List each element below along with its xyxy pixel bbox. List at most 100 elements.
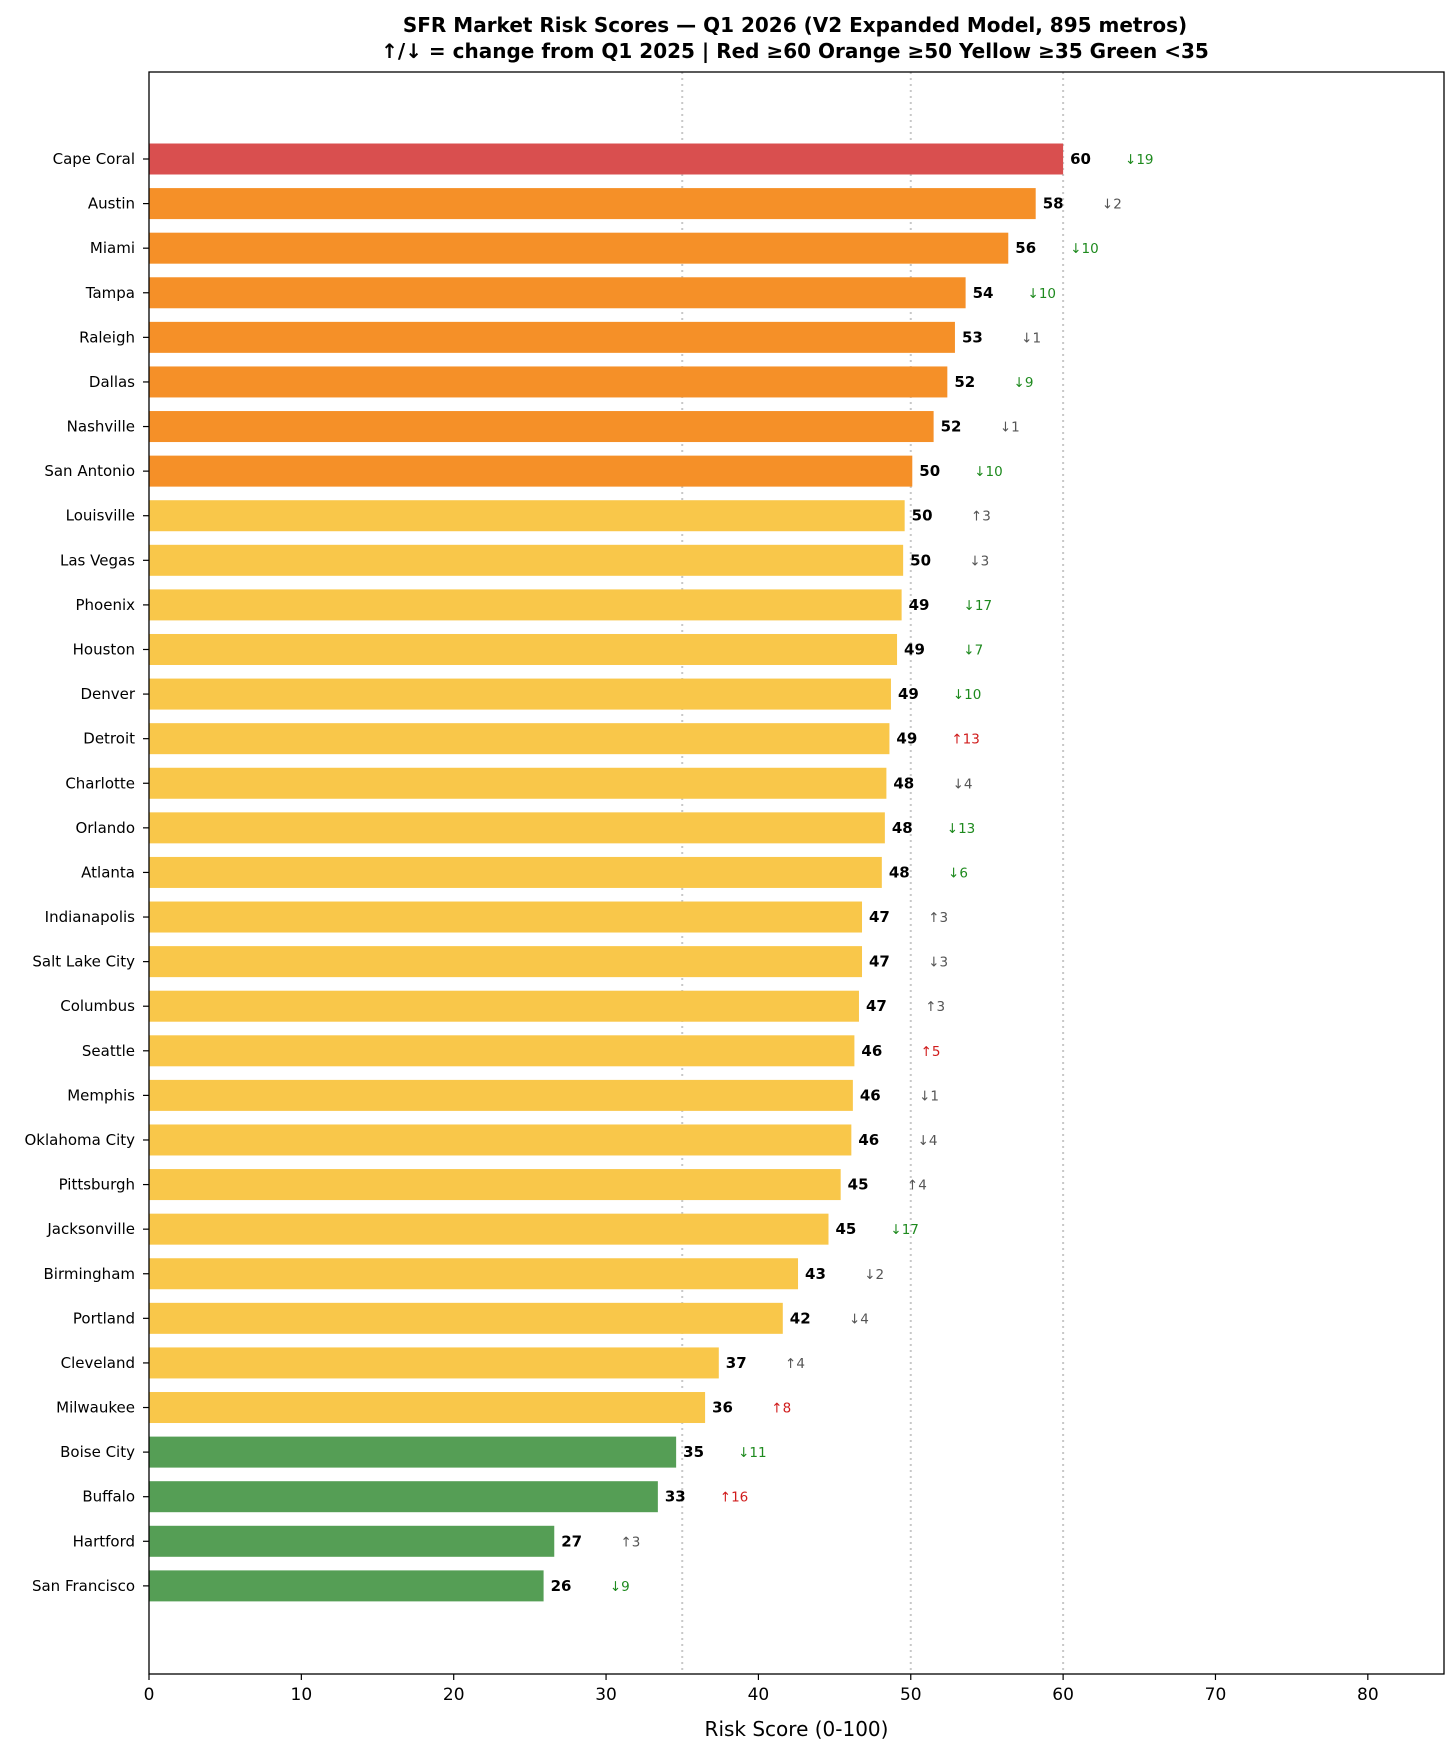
category-label-30: Buffalo [82,1488,135,1506]
bar-8 [149,500,905,532]
bar-27 [149,1347,719,1379]
x-tick-label-0: 0 [144,1685,155,1705]
value-label-3: 54 [973,284,994,302]
category-label-1: Austin [88,195,135,213]
bar-28 [149,1392,706,1424]
change-label-14: ↓4 [953,776,973,792]
change-label-8: ↑3 [971,509,991,525]
change-label-32: ↓9 [610,1579,630,1595]
bar-11 [149,633,898,665]
value-label-0: 60 [1070,150,1091,168]
change-label-22: ↓4 [918,1133,938,1149]
value-label-11: 49 [904,640,925,658]
value-label-17: 47 [869,908,890,926]
bar-6 [149,411,934,443]
bar-10 [149,589,902,621]
value-label-25: 43 [805,1265,826,1283]
change-label-13: ↑13 [951,732,980,748]
bar-21 [149,1079,853,1111]
x-tick-label-7: 70 [1205,1685,1227,1705]
change-label-12: ↓10 [953,687,982,703]
x-axis: 0 10 20 30 40 50 60 70 80 [144,1674,1379,1705]
category-label-22: Oklahoma City [24,1131,135,1149]
category-label-14: Charlotte [65,774,135,792]
x-tick-label-1: 10 [291,1685,313,1705]
bar-31 [149,1525,555,1557]
change-label-11: ↓7 [963,642,983,658]
bar-0 [149,143,1064,175]
category-label-31: Hartford [73,1532,135,1550]
bar-23 [149,1169,841,1201]
category-label-18: Salt Lake City [32,953,135,971]
bar-30 [149,1481,658,1513]
category-label-13: Detroit [83,730,135,748]
bar-18 [149,946,863,978]
bar-20 [149,1035,855,1067]
value-label-19: 47 [866,997,887,1015]
chart-subtitle: ↑/↓ = change from Q1 2025 | Red ≥60 Oran… [381,39,1209,63]
value-label-16: 48 [889,863,910,881]
category-label-12: Denver [80,685,135,703]
bar-7 [149,455,913,487]
value-label-24: 45 [835,1220,856,1238]
value-label-10: 49 [909,596,930,614]
category-label-27: Cleveland [61,1354,135,1372]
x-tick-label-5: 50 [900,1685,922,1705]
change-label-31: ↑3 [620,1534,640,1550]
change-label-21: ↓1 [919,1088,939,1104]
change-label-24: ↓17 [890,1222,919,1238]
value-label-9: 50 [910,551,931,569]
value-label-5: 52 [954,373,975,391]
y-axis-labels: Cape Coral Austin Miami Tampa Raleigh Dallas N… [24,150,149,1595]
category-label-20: Seattle [82,1042,135,1060]
bar-4 [149,321,955,353]
bar-25 [149,1258,799,1290]
category-label-4: Raleigh [79,328,135,346]
bar-19 [149,990,859,1022]
category-label-29: Boise City [60,1443,135,1461]
x-tick-label-6: 60 [1052,1685,1074,1705]
value-label-21: 46 [860,1086,881,1104]
category-label-32: San Francisco [32,1577,135,1595]
category-label-19: Columbus [60,997,135,1015]
bar-29 [149,1436,677,1468]
change-label-5: ↓9 [1014,375,1034,391]
value-label-13: 49 [896,730,917,748]
x-tick-label-2: 20 [443,1685,465,1705]
category-label-21: Memphis [67,1086,135,1104]
value-label-30: 33 [665,1488,686,1506]
value-label-31: 27 [561,1532,582,1550]
category-label-6: Nashville [67,418,135,436]
value-label-20: 46 [861,1042,882,1060]
bar-32 [149,1570,544,1602]
x-tick-label-8: 80 [1357,1685,1379,1705]
change-label-9: ↓3 [969,553,989,569]
change-label-27: ↑4 [785,1356,805,1372]
value-label-27: 37 [726,1354,747,1372]
category-label-16: Atlanta [81,863,135,881]
category-label-11: Houston [73,640,135,658]
change-label-0: ↓19 [1125,152,1154,168]
bar-22 [149,1124,852,1156]
category-label-28: Milwaukee [56,1399,135,1417]
change-label-29: ↓11 [738,1445,767,1461]
category-label-9: Las Vegas [60,551,135,569]
change-label-19: ↑3 [925,999,945,1015]
change-label-4: ↓1 [1021,330,1041,346]
category-label-17: Indianapolis [45,908,136,926]
value-label-23: 45 [848,1176,869,1194]
change-label-26: ↓4 [849,1311,869,1327]
category-label-10: Phoenix [75,596,135,614]
bar-3 [149,277,966,309]
bar-13 [149,723,890,755]
bar-9 [149,544,904,576]
bar-26 [149,1302,783,1334]
change-label-20: ↑5 [921,1044,941,1060]
value-label-22: 46 [858,1131,879,1149]
category-label-2: Miami [90,239,135,257]
category-label-0: Cape Coral [53,150,135,168]
x-axis-label: Risk Score (0-100) [705,1717,889,1741]
bars-group: 60 ↓19 58 ↓2 56 ↓10 54 ↓10 53 ↓1 52 ↓9 52 ↓1 50 ↓10 50 ↑3… [149,143,1154,1602]
category-label-3: Tampa [85,284,135,302]
